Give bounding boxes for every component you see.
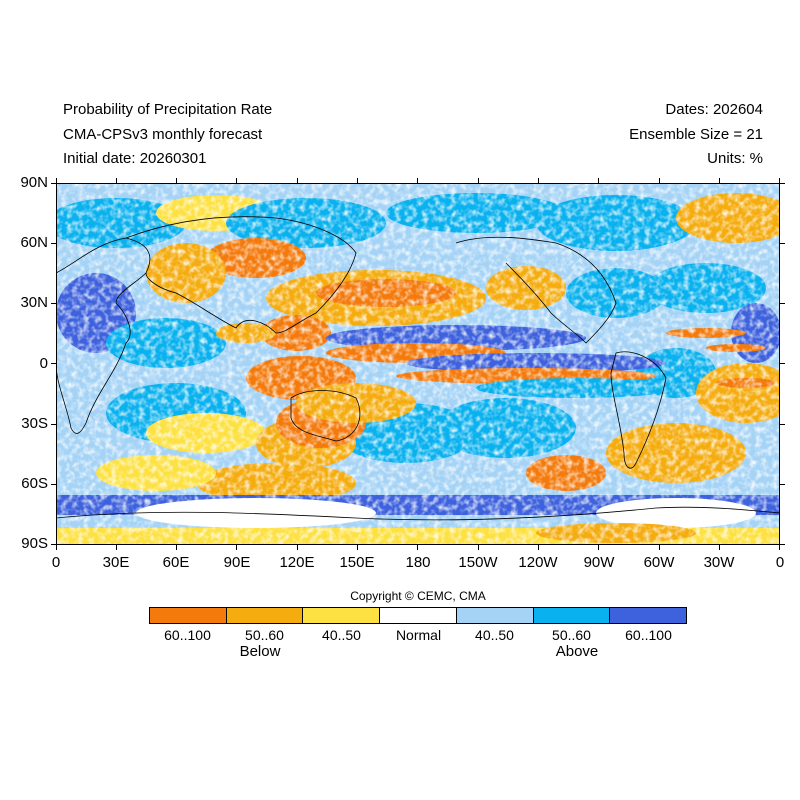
map-frame bbox=[56, 183, 780, 545]
lon-tick bbox=[538, 178, 540, 183]
lat-tick bbox=[51, 423, 56, 425]
lon-label: 30E bbox=[102, 554, 130, 571]
below-group-label: Below bbox=[239, 643, 281, 660]
lon-label: 30W bbox=[703, 554, 735, 571]
lon-tick bbox=[236, 178, 238, 183]
legend-label: 40..50 bbox=[322, 627, 361, 643]
ensemble-size: Ensemble Size = 21 bbox=[629, 126, 763, 143]
lon-tick bbox=[176, 178, 178, 183]
lon-label: 90W bbox=[583, 554, 615, 571]
lon-tick bbox=[115, 178, 117, 183]
lon-label: 180 bbox=[405, 554, 431, 571]
probability-map bbox=[56, 183, 780, 545]
legend-label: 60..100 bbox=[164, 627, 211, 643]
legend-label: Normal bbox=[395, 627, 442, 643]
lon-tick bbox=[658, 178, 660, 183]
lat-label: 90S bbox=[21, 535, 48, 552]
lon-tick bbox=[236, 545, 238, 550]
lat-label: 30S bbox=[21, 415, 48, 432]
map-title: Probability of Precipitation Rate bbox=[63, 101, 273, 118]
lon-tick bbox=[55, 545, 57, 550]
lon-tick bbox=[779, 545, 781, 550]
legend-swatch bbox=[150, 608, 227, 623]
lon-label: 0 bbox=[775, 554, 785, 571]
legend-swatch bbox=[226, 608, 304, 623]
lon-tick bbox=[417, 178, 419, 183]
lon-tick bbox=[477, 545, 479, 550]
legend-label: 50..60 bbox=[245, 627, 284, 643]
lon-label: 150E bbox=[339, 554, 375, 571]
above-group-label: Above bbox=[555, 643, 599, 660]
lon-label: 60E bbox=[162, 554, 190, 571]
lat-tick bbox=[780, 363, 785, 365]
lon-tick bbox=[296, 545, 298, 550]
units-label: Units: % bbox=[707, 150, 763, 167]
probability-field bbox=[56, 183, 780, 545]
lon-tick bbox=[719, 545, 721, 550]
lon-tick bbox=[176, 545, 178, 550]
lon-label: 120W bbox=[518, 554, 558, 571]
lat-tick bbox=[780, 484, 785, 486]
lon-tick bbox=[357, 545, 359, 550]
lat-tick bbox=[51, 484, 56, 486]
legend-swatch bbox=[533, 608, 611, 623]
lon-tick bbox=[417, 545, 419, 550]
lon-tick bbox=[779, 178, 781, 183]
coastlines bbox=[56, 216, 780, 521]
lon-tick bbox=[658, 545, 660, 550]
color-legend bbox=[149, 607, 687, 624]
lat-tick bbox=[780, 182, 785, 184]
lat-tick bbox=[780, 423, 785, 425]
legend-swatch bbox=[380, 608, 457, 623]
copyright-notice: Copyright © CEMC, CMA bbox=[350, 589, 486, 603]
lat-label: 60N bbox=[20, 234, 48, 251]
lon-label: 90E bbox=[223, 554, 251, 571]
legend-label: 50..60 bbox=[552, 627, 591, 643]
lon-tick bbox=[115, 545, 117, 550]
lon-label: 150W bbox=[458, 554, 498, 571]
lon-tick bbox=[719, 178, 721, 183]
lon-tick bbox=[55, 178, 57, 183]
lon-tick bbox=[296, 178, 298, 183]
lon-tick bbox=[477, 178, 479, 183]
lat-tick bbox=[51, 242, 56, 244]
lat-tick bbox=[780, 242, 785, 244]
lon-tick bbox=[538, 545, 540, 550]
lat-tick bbox=[51, 363, 56, 365]
lat-label: 30N bbox=[20, 294, 48, 311]
lon-tick bbox=[598, 178, 600, 183]
lat-label: 0 bbox=[39, 355, 48, 372]
lon-label: 120E bbox=[279, 554, 315, 571]
map-canvas bbox=[56, 183, 780, 545]
forecast-dates: Dates: 202604 bbox=[665, 101, 763, 118]
legend-swatch bbox=[610, 608, 687, 623]
model-label: CMA-CPSv3 monthly forecast bbox=[63, 126, 263, 143]
lat-label: 90N bbox=[20, 174, 48, 191]
legend-swatch bbox=[456, 608, 534, 623]
lat-tick bbox=[780, 303, 785, 305]
lat-label: 60S bbox=[21, 475, 48, 492]
lon-tick bbox=[598, 545, 600, 550]
lat-tick bbox=[51, 182, 56, 184]
lon-tick bbox=[357, 178, 359, 183]
legend-swatch bbox=[303, 608, 381, 623]
lon-label: 0 bbox=[51, 554, 61, 571]
legend-label: 60..100 bbox=[625, 627, 672, 643]
lat-tick bbox=[780, 544, 785, 546]
lon-label: 60W bbox=[643, 554, 675, 571]
initial-date: Initial date: 20260301 bbox=[63, 150, 207, 167]
lat-tick bbox=[51, 303, 56, 305]
legend-label: 40..50 bbox=[475, 627, 514, 643]
lat-tick bbox=[51, 544, 56, 546]
